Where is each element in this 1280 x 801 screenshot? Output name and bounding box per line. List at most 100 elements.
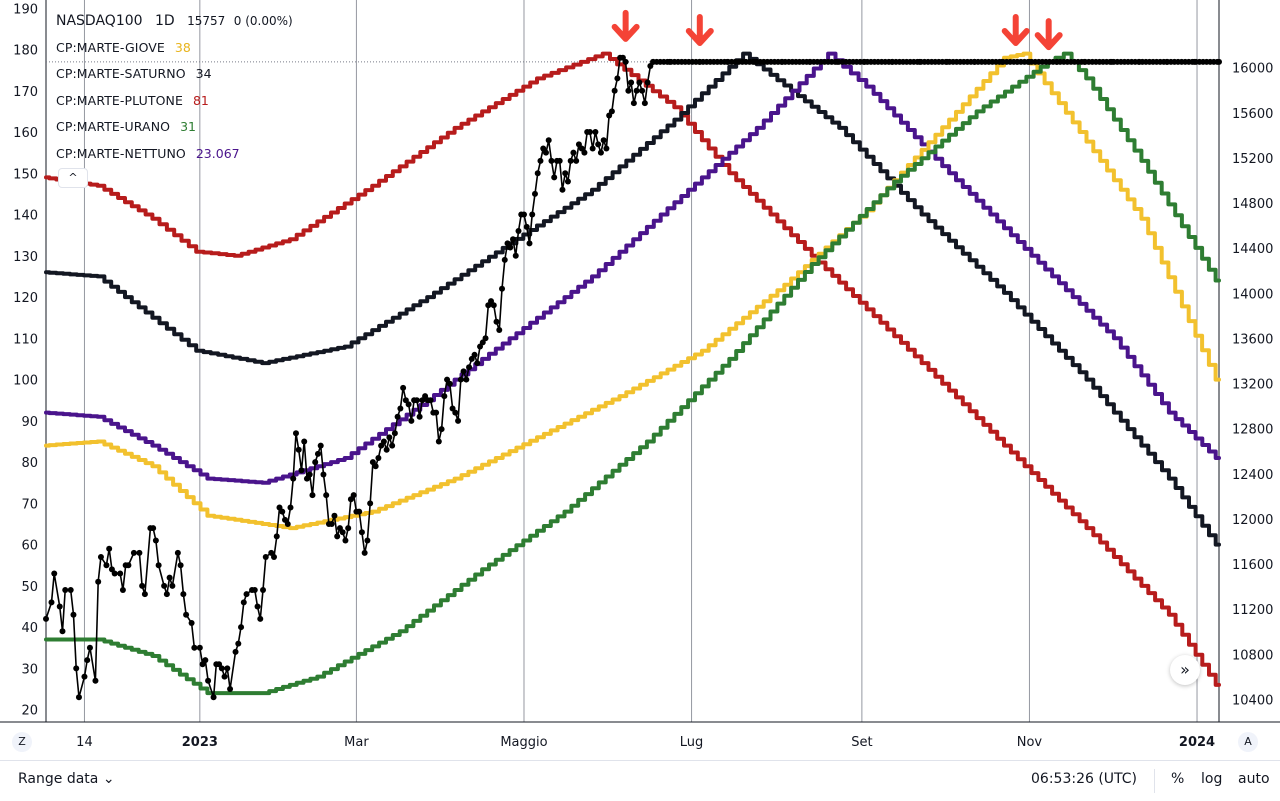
price-point [589,145,596,152]
left-tick-label: 20 [21,704,38,719]
price-point [581,149,588,156]
x-tick-label: Maggio [500,735,547,750]
indicator-row-urano[interactable]: CP:MARTE-URANO 31 [56,114,293,141]
price-point [152,537,159,544]
price-point [375,454,382,461]
price-point [586,129,593,136]
price-point [512,252,519,259]
indicator-value: 34 [195,66,212,81]
price-point [608,108,615,115]
price-point [260,586,267,593]
price-point [639,87,646,94]
price-point [328,520,335,527]
indicator-row-giove[interactable]: CP:MARTE-GIOVE 38 [56,35,293,62]
indicator-row-saturno[interactable]: CP:MARTE-SATURNO 34 [56,61,293,88]
right-tick-label: 15200 [1232,152,1273,167]
price-point [262,553,269,560]
price-point [177,562,184,569]
auto-scale-corner-button[interactable]: A [1238,732,1258,752]
log-scale-button[interactable]: log [1201,771,1223,787]
indicator-row-nettuno[interactable]: CP:MARTE-NETTUNO 23.067 [56,141,293,168]
left-tick-label: 170 [13,85,38,100]
utc-clock[interactable]: 06:53:26 (UTC) [1031,771,1138,787]
right-tick-label: 10800 [1232,648,1273,663]
price-point [474,360,481,367]
price-point [210,694,217,701]
price-point [51,570,58,577]
price-point [372,463,379,470]
price-point [342,537,349,544]
price-point [84,657,91,664]
symbol-row[interactable]: NASDAQ100 1D 15757 0 (0.00%) [56,8,293,35]
zoom-toggle-button[interactable]: Z [12,732,32,752]
price-point [257,615,264,622]
price-point [625,87,632,94]
price-point [592,129,599,136]
indicator-label: CP:MARTE-PLUTONE [56,92,183,108]
price-point [205,677,212,684]
chevron-up-icon: ^ [68,171,78,184]
price-point [367,500,374,507]
x-tick-label: Set [851,735,872,750]
price-point [196,644,203,651]
left-tick-label: 70 [21,497,38,512]
percent-scale-button[interactable]: % [1171,771,1185,787]
price-point [531,190,538,197]
price-point [641,100,648,107]
indicator-line-4 [44,51,1221,696]
price-point [251,586,258,593]
price-point [633,87,640,94]
red-down-arrow-icon [1034,18,1063,51]
price-point [452,409,459,416]
price-point [405,401,412,408]
price-point [290,475,297,482]
price-point [573,157,580,164]
indicator-value: 31 [180,119,196,134]
price-point [529,211,536,218]
price-point [43,615,49,622]
scroll-to-realtime-button[interactable]: » [1170,655,1200,685]
left-tick-label: 110 [13,332,38,347]
price-point [334,533,341,540]
price-point [188,619,195,626]
toolbar-divider [1154,769,1155,793]
indicator-label: CP:MARTE-GIOVE [56,39,165,55]
left-tick-label: 180 [13,44,38,59]
price-point [218,665,225,672]
price-point [441,393,448,400]
price-point [163,591,170,598]
zoom-label: Z [18,735,26,748]
indicator-line-0 [44,51,1221,687]
indicator-value: 81 [192,92,209,108]
price-point [556,157,563,164]
right-tick-label: 10400 [1232,693,1273,708]
price-point [570,149,577,156]
left-tick-label: 50 [21,580,38,595]
price-point [438,426,445,433]
x-tick-label: Lug [680,735,704,750]
right-tick-label: 13600 [1232,332,1273,347]
price-point [238,624,245,631]
left-tick-label: 130 [13,250,38,265]
auto-scale-button[interactable]: auto [1238,771,1270,787]
right-tick-label: 16000 [1232,62,1273,77]
price-point [139,582,146,589]
price-point [628,79,635,86]
left-tick-label: 60 [21,539,38,554]
price-point [292,430,299,437]
price-point [466,364,473,371]
price-point [119,586,126,593]
indicator-label: CP:MARTE-SATURNO [56,66,186,81]
price-point [141,591,148,598]
indicator-row-plutone[interactable]: CP:MARTE-PLUTONE 81 [56,88,293,115]
right-tick-label: 14000 [1232,287,1273,302]
left-tick-label: 40 [21,621,38,636]
price-chart[interactable]: 20 30 40 50 60 70 80 90 100 110 120 130 140 150 160 170… [0,0,1280,760]
price-point [496,327,503,334]
price-point [507,244,514,251]
price-point [183,611,190,618]
price-point [320,471,327,478]
price-point [301,438,308,445]
range-data-button[interactable]: Range data ⌄ [18,771,115,787]
collapse-legend-button[interactable]: ^ [58,168,88,188]
